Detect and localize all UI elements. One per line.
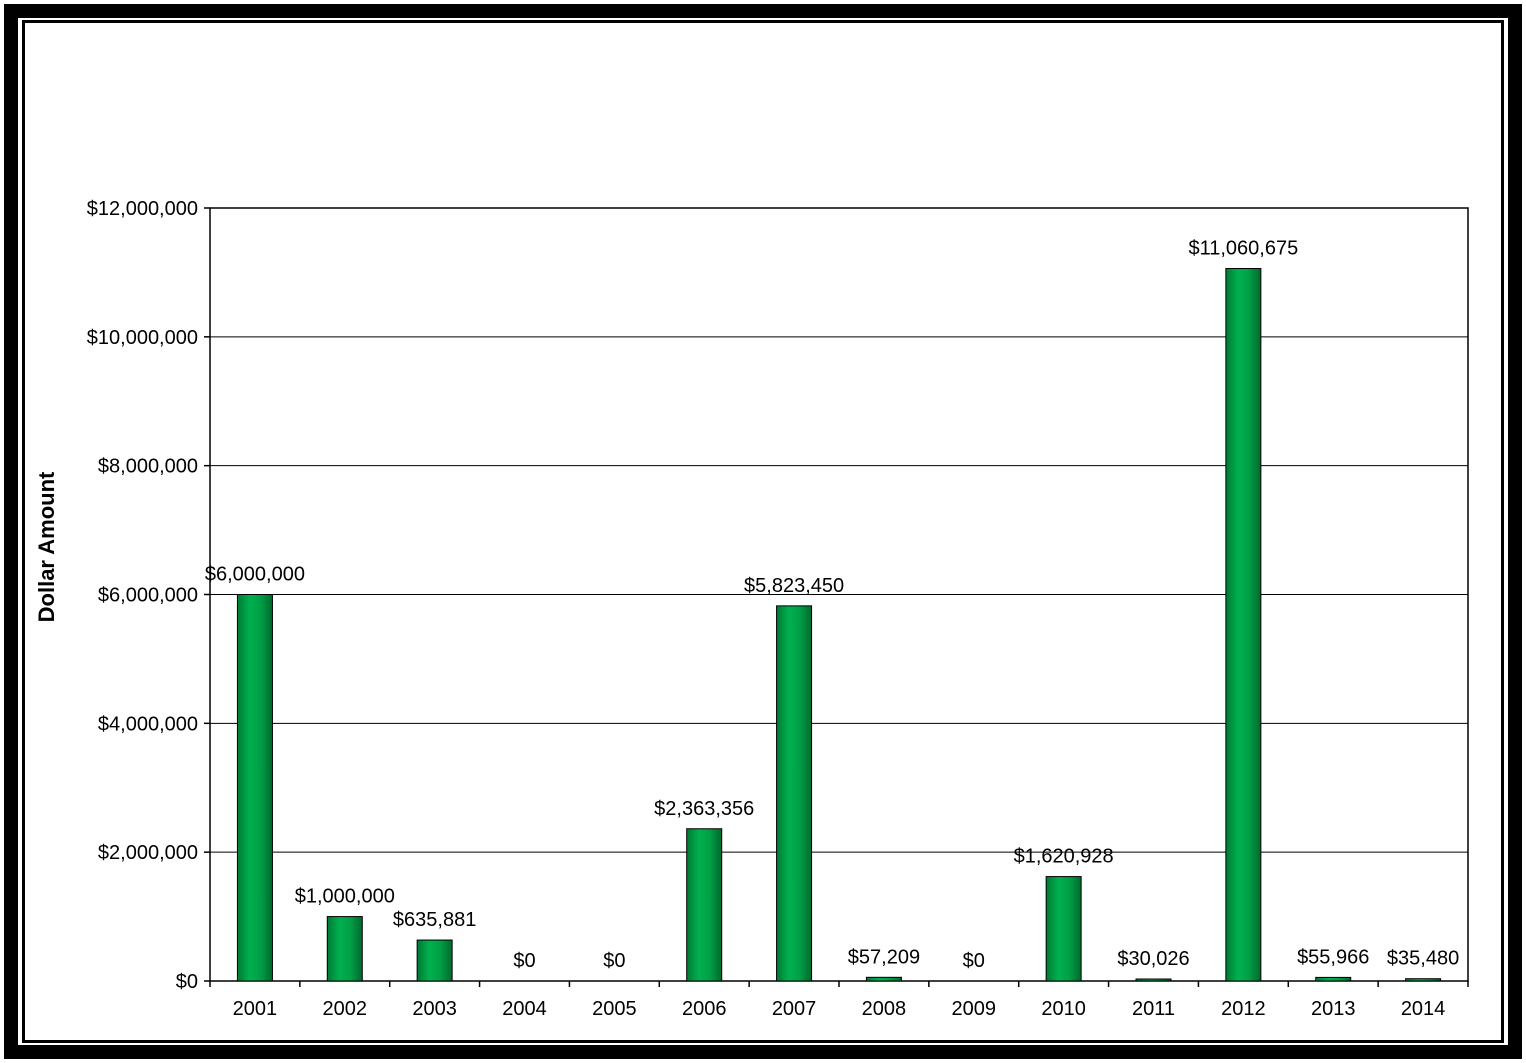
data-label: $55,966 xyxy=(1297,946,1369,968)
data-label: $0 xyxy=(513,950,535,972)
data-label: $1,620,928 xyxy=(1014,846,1114,868)
bar xyxy=(686,828,723,982)
y-tick-label: $10,000,000 xyxy=(87,327,198,349)
y-tick-label: $8,000,000 xyxy=(98,456,198,478)
x-tick-label: 2011 xyxy=(1132,998,1175,1020)
x-tick-label: 2009 xyxy=(952,998,997,1020)
bar xyxy=(236,594,273,982)
y-axis-title: Dollar Amount xyxy=(34,471,59,622)
x-tick-label: 2006 xyxy=(682,998,727,1020)
y-tick-label: $6,000,000 xyxy=(98,585,198,607)
data-label: $2,363,356 xyxy=(654,798,754,820)
data-label: $0 xyxy=(603,950,625,972)
x-tick-label: 2003 xyxy=(412,998,457,1020)
y-tick-label: $2,000,000 xyxy=(98,842,198,864)
data-label: $635,881 xyxy=(393,909,476,931)
x-tick-label: 2008 xyxy=(862,998,907,1020)
x-tick-label: 2005 xyxy=(592,998,637,1020)
x-tick-label: 2013 xyxy=(1311,998,1356,1020)
x-tick-label: 2012 xyxy=(1221,998,1266,1020)
bar xyxy=(416,939,453,982)
data-label: $57,209 xyxy=(848,946,920,968)
data-label: $30,026 xyxy=(1117,948,1189,970)
bars xyxy=(236,268,1442,982)
data-label: $5,823,450 xyxy=(744,575,844,597)
y-tick-label: $4,000,000 xyxy=(98,713,198,735)
data-labels: $6,000,000 $1,000,000$635,881 $0 $0 $2,363,3… xyxy=(205,238,1459,972)
bar xyxy=(1225,268,1262,982)
bar xyxy=(776,605,813,982)
x-tick-label: 2010 xyxy=(1041,998,1086,1020)
y-tick-label: $0 xyxy=(176,971,198,993)
bar xyxy=(326,916,363,982)
data-label: $6,000,000 xyxy=(205,564,305,586)
bar xyxy=(1405,978,1442,982)
x-tick-label: 2014 xyxy=(1401,998,1446,1020)
y-tick-label: $12,000,000 xyxy=(87,198,198,220)
bar xyxy=(1135,978,1172,982)
data-label: $1,000,000 xyxy=(295,886,395,908)
data-label: $35,480 xyxy=(1387,948,1459,970)
axes: $0 $2,000,000 $4,000,000 $6,000,000 $8,000,0… xyxy=(87,198,1469,1020)
x-tick-label: 2004 xyxy=(502,998,547,1020)
bar xyxy=(1045,876,1082,982)
bar xyxy=(865,976,902,982)
data-label: $0 xyxy=(963,950,985,972)
data-label: $11,060,675 xyxy=(1188,238,1298,260)
x-tick-label: 2002 xyxy=(323,998,368,1020)
x-tick-label: 2007 xyxy=(772,998,817,1020)
bar xyxy=(1315,976,1352,982)
x-tick-label: 2001 xyxy=(233,998,278,1020)
